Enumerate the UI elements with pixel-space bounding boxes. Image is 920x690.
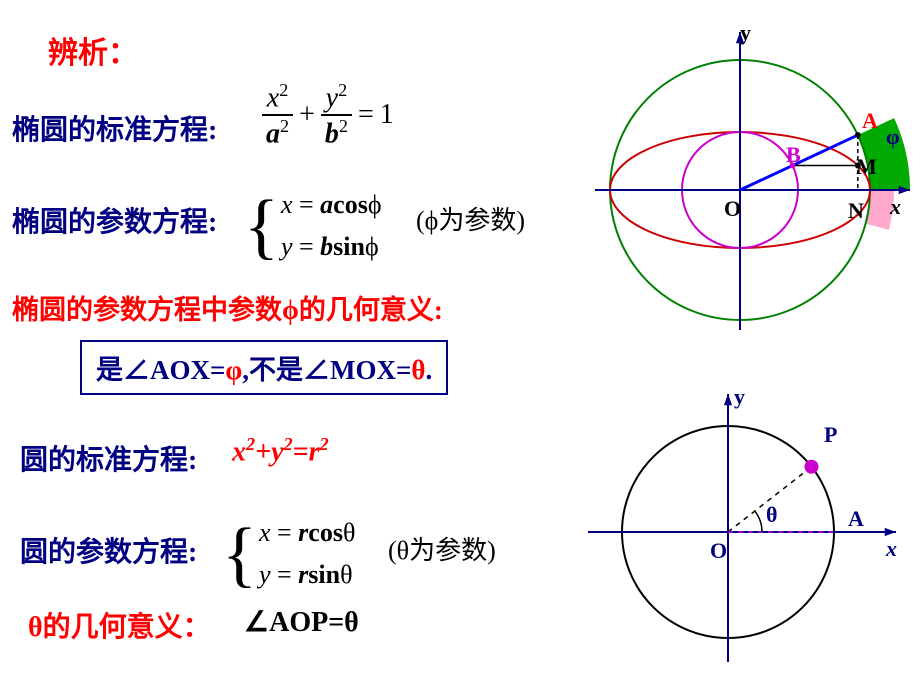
analysis-title: 辨析： xyxy=(48,28,138,72)
svg-text:x: x xyxy=(885,536,897,561)
svg-text:B: B xyxy=(786,142,801,167)
circle-std-eq: x2+y2=r2 xyxy=(232,434,329,468)
theta-meaning-label: θ的几何意义： xyxy=(28,605,211,645)
svg-text:P: P xyxy=(824,422,837,447)
ellipse-param-eq: {x = acosϕy = bsinϕ xyxy=(244,184,382,267)
ellipse-std-label: 椭圆的标准方程: xyxy=(12,108,217,148)
svg-text:M: M xyxy=(856,154,877,179)
ellipse-phi-meaning-label: 椭圆的参数方程中参数ϕ的几何意义: xyxy=(12,288,443,327)
svg-text:O: O xyxy=(724,196,741,221)
circle-std-label: 圆的标准方程: xyxy=(20,438,197,478)
svg-text:N: N xyxy=(848,198,864,223)
title-text: 辨析： xyxy=(48,37,138,70)
circle-param-note: (θ为参数) xyxy=(388,530,496,567)
circle-param-eq: {x = rcosθy = rsinθ xyxy=(222,512,355,595)
svg-text:y: y xyxy=(740,20,751,45)
svg-text:θ: θ xyxy=(766,502,777,527)
ellipse-std-eq: x2a2+y2b2=1 xyxy=(262,80,394,150)
svg-text:A: A xyxy=(862,108,878,133)
ellipse-param-label: 椭圆的参数方程: xyxy=(12,200,217,240)
circle-diagram: y x O A Pθ xyxy=(570,380,910,680)
phi-meaning-box: 是∠AOX=φ,不是∠MOX=θ. xyxy=(80,340,448,395)
svg-text:φ: φ xyxy=(886,124,900,149)
ellipse-param-note: (ϕ为参数) xyxy=(416,200,525,237)
theta-meaning-eq: ∠AOP=θ xyxy=(244,605,359,639)
ellipse-diagram: y x O AMN Bφ xyxy=(590,20,920,340)
svg-text:A: A xyxy=(848,506,864,531)
svg-text:x: x xyxy=(889,194,901,219)
box-content: 是∠AOX=φ,不是∠MOX=θ. xyxy=(80,340,448,395)
svg-text:y: y xyxy=(734,384,745,409)
circle-param-label: 圆的参数方程: xyxy=(20,530,197,570)
svg-text:O: O xyxy=(710,538,727,563)
